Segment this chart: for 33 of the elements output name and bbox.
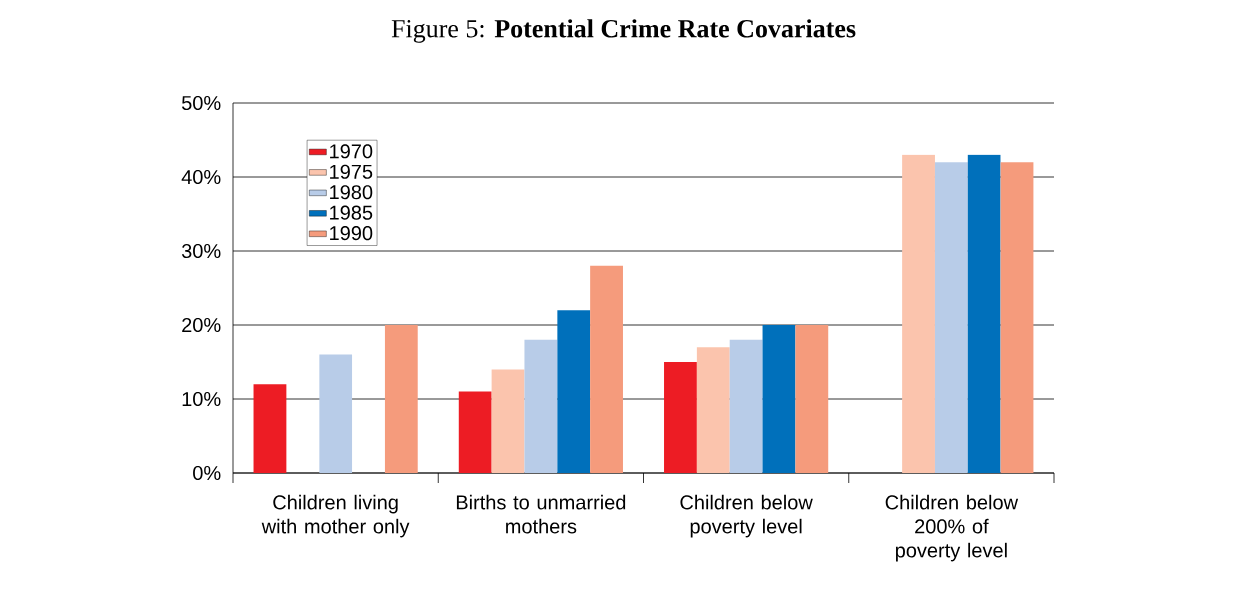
- y-tick-label: 0%: [193, 465, 221, 481]
- legend-label: 1990: [330, 226, 373, 241]
- bar: [967, 154, 1001, 473]
- bar: [590, 265, 623, 473]
- bar: [902, 154, 935, 473]
- bar: [664, 362, 697, 473]
- bar: [934, 162, 968, 473]
- legend-label: 1985: [330, 205, 373, 220]
- bar: [319, 354, 353, 473]
- y-tick-label: 40%: [181, 169, 221, 185]
- chart-title: Figure 5: Potential Crime Rate Covariates: [391, 19, 856, 43]
- y-tick-label: 20%: [182, 317, 221, 333]
- bar: [795, 325, 829, 473]
- legend-label: 1980: [330, 185, 373, 200]
- bar: [762, 325, 796, 473]
- legend-label: 1975: [330, 164, 373, 179]
- bar: [696, 347, 730, 473]
- bar: [729, 339, 763, 473]
- y-tick-label: 30%: [181, 243, 221, 259]
- bar: [1000, 162, 1034, 473]
- x-tick-label: Births to unmarried mothers: [456, 494, 626, 534]
- y-tick-label: 50%: [181, 95, 221, 111]
- bar: [524, 339, 558, 473]
- bar: [557, 310, 591, 473]
- bar: [384, 325, 418, 473]
- x-tick-label: Children below poverty level: [680, 494, 813, 538]
- x-tick-label: Children below 200% of poverty level: [885, 494, 1019, 562]
- y-tick-label: 10%: [182, 391, 221, 407]
- legend-label: 1970: [330, 144, 373, 159]
- bar: [458, 391, 492, 473]
- bar: [253, 384, 287, 473]
- bar: [491, 369, 525, 473]
- x-tick-label: Children living with mother only: [261, 494, 410, 538]
